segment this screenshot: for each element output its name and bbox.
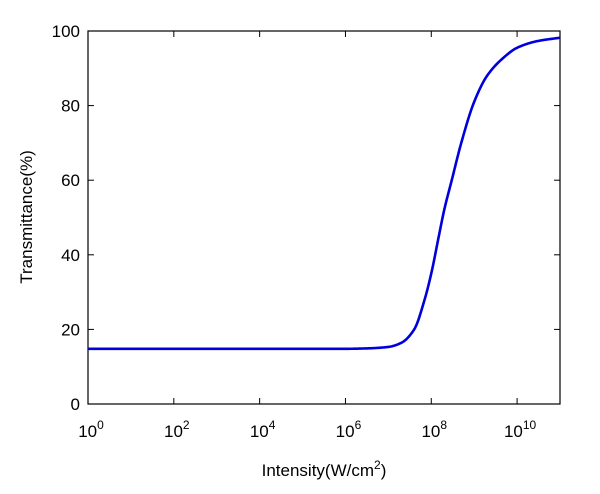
y-tick-label: 80 bbox=[61, 97, 80, 116]
y-axis-ticks: 0 20 40 60 80 100 bbox=[52, 22, 560, 414]
y-axis-label: Transmittance(%) bbox=[17, 150, 36, 284]
x-axis-label: Intensity(W/cm2) bbox=[262, 458, 387, 480]
y-tick-label: 20 bbox=[61, 320, 80, 339]
plot-area bbox=[87, 30, 561, 405]
y-tick-label: 100 bbox=[52, 22, 80, 41]
y-tick-label: 40 bbox=[61, 246, 80, 265]
y-tick-label: 0 bbox=[71, 395, 80, 414]
x-tick-label: 100 bbox=[78, 418, 104, 441]
x-tick-label: 1010 bbox=[504, 418, 537, 441]
y-tick-label: 60 bbox=[61, 171, 80, 190]
x-tick-label: 106 bbox=[336, 418, 362, 441]
x-tick-label: 108 bbox=[421, 418, 447, 441]
x-tick-label: 102 bbox=[164, 418, 190, 441]
transmittance-curve bbox=[88, 36, 561, 351]
x-axis-ticks: 100 102 104 106 108 1010 bbox=[78, 31, 537, 441]
x-tick-label: 104 bbox=[250, 418, 276, 441]
